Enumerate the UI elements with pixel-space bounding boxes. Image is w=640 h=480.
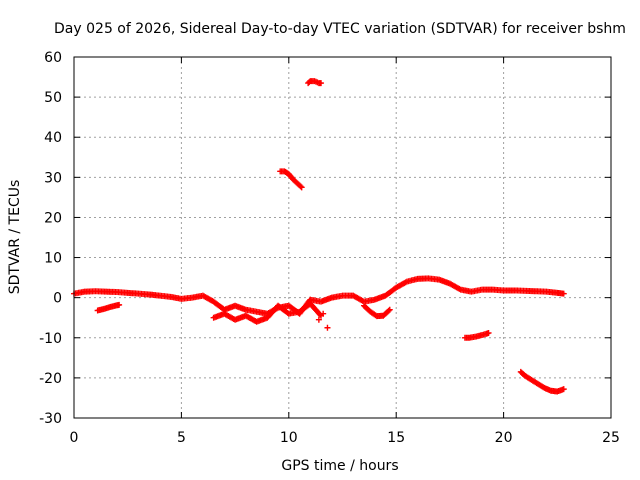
x-tick-label: 20 bbox=[495, 430, 513, 446]
y-tick-label: 60 bbox=[44, 50, 62, 66]
x-tick-label: 15 bbox=[387, 430, 405, 446]
y-axis-label: SDTVAR / TECUs bbox=[7, 180, 23, 295]
y-tick-label: -10 bbox=[39, 331, 62, 347]
y-tick-label: 20 bbox=[44, 210, 62, 226]
chart-title: Day 025 of 2026, Sidereal Day-to-day VTE… bbox=[54, 21, 626, 37]
data-point bbox=[386, 306, 393, 313]
x-tick-label: 5 bbox=[177, 430, 186, 446]
data-point bbox=[385, 307, 392, 314]
y-tick-label: -20 bbox=[39, 371, 62, 387]
data-point bbox=[485, 329, 492, 336]
data-marks bbox=[71, 78, 567, 395]
data-point bbox=[298, 184, 305, 191]
y-tick-label: 10 bbox=[44, 251, 62, 267]
data-point bbox=[560, 290, 567, 297]
x-tick-label: 0 bbox=[70, 430, 79, 446]
y-tick-label: 40 bbox=[44, 130, 62, 146]
data-point bbox=[318, 80, 325, 87]
data-point bbox=[297, 183, 304, 190]
y-tick-label: 0 bbox=[53, 291, 62, 307]
x-tick-label: 10 bbox=[280, 430, 298, 446]
y-tick-label: -30 bbox=[39, 411, 62, 427]
data-point bbox=[116, 301, 123, 308]
data-point bbox=[560, 386, 567, 393]
grid bbox=[74, 57, 611, 418]
data-point bbox=[324, 324, 331, 331]
plot-frame bbox=[73, 56, 612, 419]
x-axis-label: GPS time / hours bbox=[281, 458, 398, 474]
data-point bbox=[320, 310, 327, 317]
axis-ticks: 0 5 10 15 20 25 -30 -20 -10 0 10 20 30 40 50 60 bbox=[39, 50, 620, 446]
y-tick-label: 50 bbox=[44, 90, 62, 106]
data-point bbox=[315, 316, 322, 323]
y-tick-label: 30 bbox=[44, 170, 62, 186]
data-point bbox=[317, 311, 324, 318]
x-tick-label: 25 bbox=[602, 430, 620, 446]
